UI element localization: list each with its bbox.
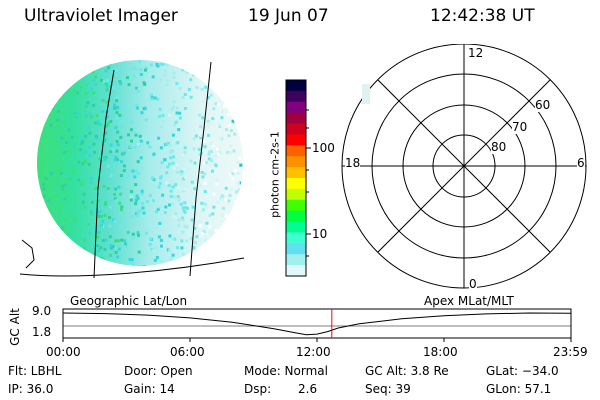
color-scale [286,80,306,277]
color-bar-segment [286,112,306,125]
x-tick-label: 18:00 [423,345,458,359]
color-bar [285,79,311,277]
mlt-label-6: 6 [577,156,585,170]
lat-label-80: 80 [491,140,507,154]
color-bar-segment [286,156,306,168]
y-tick-label: 9.0 [32,304,52,318]
color-bar-segment [286,101,306,114]
x-tick-label: 12:00 [296,345,331,359]
colorbar-tick-label: 10 [312,227,328,241]
altitude-chart [62,308,572,342]
y-tick-label: 1.8 [32,325,52,339]
info-mode: Mode: Normal [244,364,328,378]
color-bar-segment [286,178,306,190]
x-tick-label: 00:00 [46,345,81,359]
color-bar-segment [286,254,306,266]
coastline [21,239,35,269]
color-bar-segment [286,188,306,201]
x-tick-label: 23:59 [553,345,588,359]
info-dsp-value: 2.6 [298,382,318,396]
colorbar-unit-label: photon cm-2s-1 [268,131,282,218]
geographic-label: Geographic Lat/Lon [70,294,188,308]
meridian-line [189,61,212,277]
lat-label-70: 70 [512,120,528,134]
edge-pixels [362,84,370,104]
x-tick-label: 06:00 [170,345,205,359]
color-bar-segment [286,123,306,135]
app-title: Ultraviolet Imager [24,6,178,26]
color-bar-segment [286,145,306,157]
color-bar-segment [286,221,306,233]
color-bar-segment [286,232,306,244]
mlt-label-12: 12 [468,46,484,60]
diagonal-line [377,79,551,253]
auroral-image [19,60,245,279]
color-bar-segment [286,210,306,223]
info-seq: Seq: 39 [365,382,411,396]
meridian-line [93,69,115,279]
x-tick-marks [62,338,572,342]
color-bar-segment [286,80,306,92]
mlt-label-18: 18 [345,156,361,170]
info-glat: GLat: −34.0 [486,364,559,378]
info-filter: Flt: LBHL [8,364,62,378]
info-glon: GLon: 57.1 [486,382,552,396]
info-ip: IP: 36.0 [8,382,54,396]
image-disc [37,60,243,266]
info-gc-alt: GC Alt: 3.8 Re [365,364,449,378]
color-bar-segment [286,199,306,212]
colorbar-tick-label: 100 [312,141,335,155]
info-gain: Gain: 14 [124,382,175,396]
altitude-line [62,312,571,336]
apex-label: Apex MLat/MLT [424,294,514,308]
color-bar-segment [286,243,306,255]
latitude-line [19,257,245,277]
color-bar-segment [286,134,306,146]
color-bar-segment [286,265,306,277]
date-label: 19 Jun 07 [248,6,329,26]
color-bar-segment [286,90,306,103]
time-label: 12:42:38 UT [430,6,535,26]
lat-label-60: 60 [535,98,551,112]
info-door: Door: Open [124,364,193,378]
polar-grid [341,44,587,289]
color-bar-segment [286,167,306,179]
mlt-label-0: 0 [469,277,477,291]
info-dsp-label: Dsp: [244,382,272,396]
